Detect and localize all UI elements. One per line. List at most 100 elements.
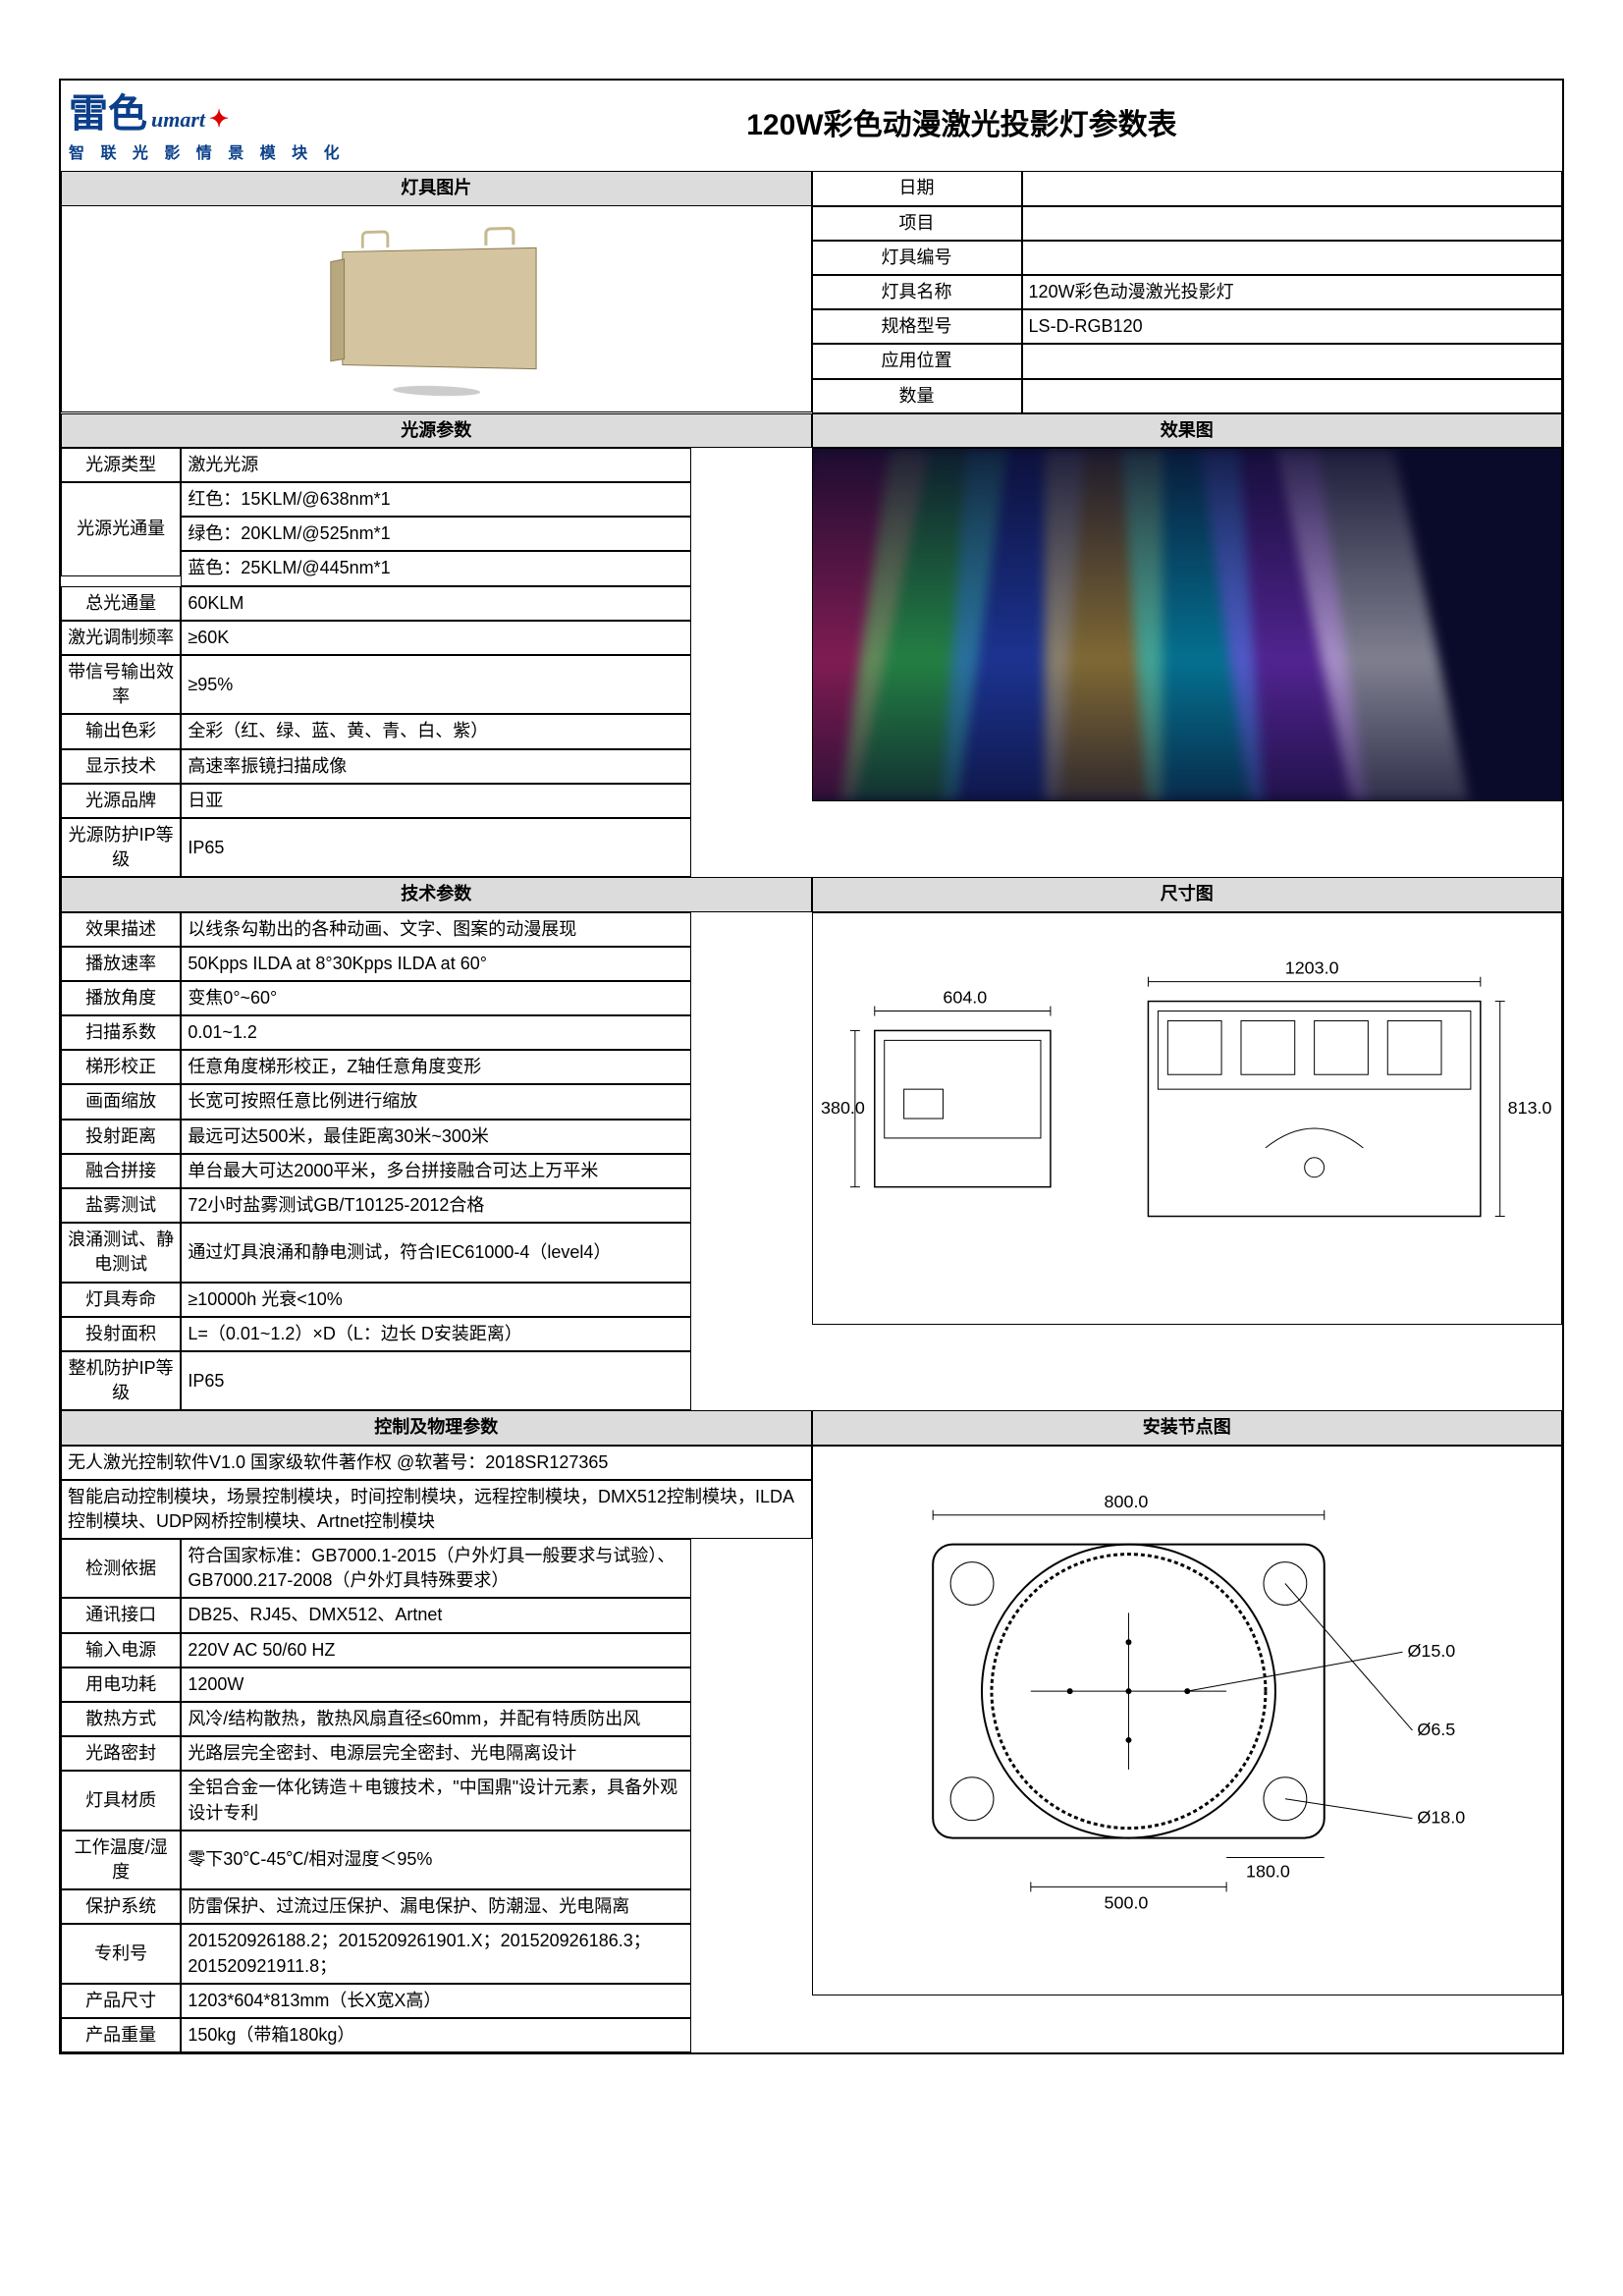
tech-value-3: 0.01~1.2 [181,1015,691,1050]
ctrl-label-10: 产品尺寸 [61,1984,181,2018]
section-dims: 尺寸图 [812,877,1563,911]
ctrl-label-0: 检测依据 [61,1539,181,1598]
field-label-1: 项目 [812,206,1022,241]
ls-value-6: 高速率振镜扫描成像 [181,749,691,784]
logo-star-icon: ✦ [209,104,229,137]
tech-label-6: 投射距离 [61,1120,181,1154]
ctrl-value-3: 1200W [181,1667,691,1702]
tech-value-2: 变焦0°~60° [181,981,691,1015]
ctrl-label-5: 光路密封 [61,1736,181,1771]
field-label-2: 灯具编号 [812,241,1022,275]
field-label-6: 数量 [812,379,1022,413]
logo-en: umart [151,105,205,136]
tech-label-10: 灯具寿命 [61,1283,181,1317]
ls-label-7: 光源品牌 [61,784,181,818]
ls-value: 绿色：20KLM/@525nm*1 [181,517,691,551]
section-tech: 技术参数 [61,877,812,911]
ctrl-value-8: 防雷保护、过流过压保护、漏电保护、防潮湿、光电隔离 [181,1889,691,1924]
ls-label-3: 激光调制频率 [61,621,181,655]
photo-header: 灯具图片 [61,171,812,205]
tech-value-8: 72小时盐雾测试GB/T10125-2012合格 [181,1188,691,1223]
ls-label-4: 带信号输出效率 [61,655,181,714]
ctrl-value-0: 符合国家标准：GB7000.1-2015（户外灯具一般要求与试验）、GB7000… [181,1539,691,1598]
tech-label-4: 梯形校正 [61,1050,181,1084]
field-label-4: 规格型号 [812,309,1022,344]
ls-label-5: 输出色彩 [61,714,181,748]
section-effect-img: 效果图 [812,413,1563,448]
ctrl-label-11: 产品重量 [61,2018,181,2052]
field-value-4: LS-D-RGB120 [1022,309,1562,344]
ls-label-8: 光源防护IP等级 [61,818,181,877]
logo-tagline: 智 联 光 影 情 景 模 块 化 [69,143,346,165]
ls-label-1: 光源光通量 [61,482,181,576]
tech-value-4: 任意角度梯形校正，Z轴任意角度变形 [181,1050,691,1084]
tech-label-12: 整机防护IP等级 [61,1351,181,1410]
ls-value-8: IP65 [181,818,691,877]
field-label-3: 灯具名称 [812,275,1022,309]
field-value-5 [1022,344,1562,378]
logo-block: 雷色 umart ✦ 智 联 光 影 情 景 模 块 化 [61,81,361,171]
effect-image [812,448,1563,801]
ls-label-2: 总光通量 [61,586,181,621]
tech-value-9: 通过灯具浪涌和静电测试，符合IEC61000-4（level4） [181,1223,691,1282]
tech-label-5: 画面缩放 [61,1084,181,1119]
ctrl-label-2: 输入电源 [61,1633,181,1667]
control-pre-1: 智能启动控制模块，场景控制模块，时间控制模块，远程控制模块，DMX512控制模块… [61,1480,812,1539]
ctrl-value-6: 全铝合金一体化铸造＋电镀技术，"中国鼎"设计元素，具备外观设计专利 [181,1771,691,1830]
ctrl-value-4: 风冷/结构散热，散热风扇直径≤60mm，并配有特质防出风 [181,1702,691,1736]
dimension-diagram: 604.0 380.0 1203.0 [812,912,1563,1325]
ctrl-label-1: 通讯接口 [61,1598,181,1632]
ls-value-7: 日亚 [181,784,691,818]
ctrl-value-5: 光路层完全密封、电源层完全密封、光电隔离设计 [181,1736,691,1771]
tech-value-0: 以线条勾勒出的各种动画、文字、图案的动漫展现 [181,912,691,947]
page-title-cell: 120W彩色动漫激光投影灯参数表 [361,81,1562,171]
dim-mount-bw: 500.0 [1104,1892,1148,1912]
spec-sheet: 雷色 umart ✦ 智 联 光 影 情 景 模 块 化 120W彩色动漫激光投… [59,79,1564,2054]
field-value-1 [1022,206,1562,241]
tech-label-8: 盐雾测试 [61,1188,181,1223]
ctrl-label-6: 灯具材质 [61,1771,181,1830]
ls-value-2: 60KLM [181,586,691,621]
dim-d2: Ø6.5 [1417,1719,1455,1738]
product-photo [61,206,812,412]
ctrl-label-9: 专利号 [61,1924,181,1983]
tech-label-9: 浪涌测试、静电测试 [61,1223,181,1282]
ls-label-0: 光源类型 [61,448,181,482]
dim-front-h: 380.0 [821,1098,865,1118]
tech-label-7: 融合拼接 [61,1154,181,1188]
section-mount: 安装节点图 [812,1410,1563,1445]
field-value-6 [1022,379,1562,413]
tech-value-10: ≥10000h 光衰<10% [181,1283,691,1317]
tech-label-3: 扫描系数 [61,1015,181,1050]
control-pre-0: 无人激光控制软件V1.0 国家级软件著作权 @软著号：2018SR127365 [61,1446,812,1480]
ctrl-value-9: 201520926188.2；2015209261901.X；201520926… [181,1924,691,1983]
dim-back-w: 1203.0 [1284,957,1338,977]
tech-label-2: 播放角度 [61,981,181,1015]
tech-value-12: IP65 [181,1351,691,1410]
ctrl-label-4: 散热方式 [61,1702,181,1736]
ctrl-label-8: 保护系统 [61,1889,181,1924]
tech-value-5: 长宽可按照任意比例进行缩放 [181,1084,691,1119]
tech-label-11: 投射面积 [61,1317,181,1351]
logo-cn: 雷色 [69,86,147,141]
dim-mount-w: 800.0 [1104,1491,1148,1510]
dim-d3: Ø18.0 [1417,1807,1465,1827]
ls-value-4: ≥95% [181,655,691,714]
ls-value: 蓝色：25KLM/@445nm*1 [181,551,691,585]
ctrl-value-11: 150kg（带箱180kg） [181,2018,691,2052]
ctrl-label-7: 工作温度/湿度 [61,1831,181,1889]
ctrl-label-3: 用电功耗 [61,1667,181,1702]
field-label-0: 日期 [812,171,1022,205]
tech-value-11: L=（0.01~1.2）×D（L：边长 D安装距离） [181,1317,691,1351]
ctrl-value-10: 1203*604*813mm（长X宽X高） [181,1984,691,2018]
dim-front-w: 604.0 [943,987,987,1007]
field-value-3: 120W彩色动漫激光投影灯 [1022,275,1562,309]
ls-value: 红色：15KLM/@638nm*1 [181,482,691,517]
tech-value-7: 单台最大可达2000平米，多台拼接融合可达上万平米 [181,1154,691,1188]
ls-value-5: 全彩（红、绿、蓝、黄、青、白、紫） [181,714,691,748]
tech-value-1: 50Kpps ILDA at 8°30Kpps ILDA at 60° [181,947,691,981]
dim-mount-side: 180.0 [1246,1861,1290,1881]
mounting-diagram: 800.0 500.0 180.0 Ø15.0 Ø6.5 Ø18.0 [812,1446,1563,1995]
ls-label-6: 显示技术 [61,749,181,784]
page-title: 120W彩色动漫激光投影灯参数表 [746,87,1176,164]
